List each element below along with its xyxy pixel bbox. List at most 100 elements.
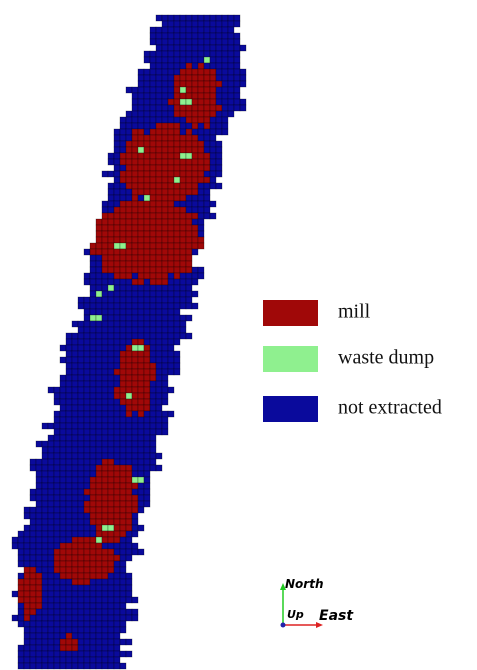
block [125, 164, 133, 172]
block [185, 182, 193, 190]
block [155, 104, 163, 112]
block [161, 338, 169, 346]
block [161, 374, 169, 382]
block [215, 32, 223, 40]
block [95, 380, 103, 388]
block [167, 242, 175, 250]
block [113, 242, 121, 250]
block [107, 458, 115, 466]
block [233, 92, 241, 100]
block [215, 140, 223, 148]
block [113, 218, 121, 226]
block [215, 20, 223, 28]
block [35, 584, 43, 592]
block [191, 146, 199, 154]
block [77, 566, 85, 574]
block [59, 446, 67, 454]
block [167, 80, 175, 88]
block [131, 194, 139, 202]
block [107, 608, 115, 616]
block [167, 86, 175, 94]
block [107, 356, 115, 364]
block [95, 614, 103, 622]
block [143, 422, 151, 430]
block [71, 614, 79, 622]
block [65, 584, 73, 592]
block [149, 230, 157, 238]
east-label: East [319, 608, 354, 624]
block [71, 524, 79, 532]
block [155, 380, 163, 388]
block [47, 560, 55, 568]
block [179, 44, 187, 52]
block [167, 188, 175, 196]
block [101, 398, 109, 406]
block [113, 170, 121, 178]
block [83, 302, 91, 310]
block [65, 380, 73, 388]
block [155, 254, 163, 262]
block [23, 542, 31, 550]
block [101, 248, 109, 256]
block [203, 206, 211, 214]
block [125, 398, 133, 406]
block [71, 512, 79, 520]
block [161, 20, 169, 28]
block [119, 254, 127, 262]
block [197, 158, 205, 166]
block [107, 548, 115, 556]
block [131, 530, 139, 538]
block [101, 218, 109, 226]
block [53, 470, 61, 478]
block-model [11, 14, 247, 670]
block [89, 272, 97, 280]
block [11, 614, 19, 622]
block [131, 614, 139, 622]
block [17, 614, 25, 622]
block [77, 398, 85, 406]
block [131, 242, 139, 250]
block [161, 146, 169, 154]
block [17, 560, 25, 568]
block [125, 296, 133, 304]
block [209, 92, 217, 100]
block [113, 458, 121, 466]
block [77, 614, 85, 622]
block [191, 206, 199, 214]
block [155, 38, 163, 46]
block [35, 638, 43, 646]
block [65, 494, 73, 502]
block [95, 218, 103, 226]
block [155, 344, 163, 352]
block [215, 62, 223, 70]
block [101, 584, 109, 592]
block [131, 410, 139, 418]
block [65, 488, 73, 496]
block [167, 284, 175, 292]
block [215, 80, 223, 88]
block [179, 278, 187, 286]
block [179, 332, 187, 340]
block [53, 560, 61, 568]
block [173, 242, 181, 250]
block [119, 386, 127, 394]
block [221, 14, 229, 22]
block [47, 620, 55, 628]
block [203, 74, 211, 82]
block [197, 206, 205, 214]
block [107, 152, 115, 160]
block [101, 380, 109, 388]
block [113, 650, 121, 658]
block [71, 572, 79, 580]
block [137, 176, 145, 184]
block [215, 74, 223, 82]
block [71, 584, 79, 592]
block [77, 338, 85, 346]
block [77, 632, 85, 640]
block [107, 296, 115, 304]
block [35, 554, 43, 562]
block [119, 164, 127, 172]
block [197, 182, 205, 190]
block [17, 608, 25, 616]
block [185, 110, 193, 118]
